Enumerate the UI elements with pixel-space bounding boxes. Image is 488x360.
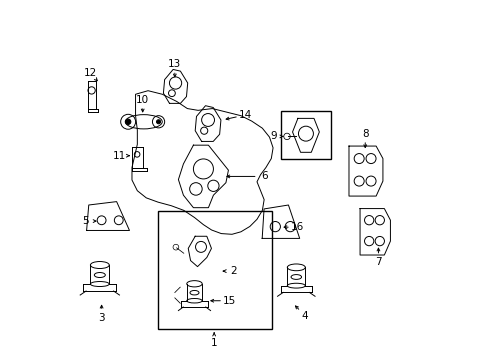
Text: 13: 13 [168,59,181,69]
Text: 16: 16 [290,222,304,232]
Text: 3: 3 [98,312,105,323]
Text: 7: 7 [374,257,381,267]
Text: 6: 6 [260,171,267,181]
Bar [281,111,330,159]
Text: 4: 4 [301,311,308,321]
Text: 10: 10 [136,95,149,105]
Text: 1: 1 [210,338,217,347]
Text: 8: 8 [361,129,368,139]
Circle shape [156,120,160,124]
Text: 15: 15 [223,296,236,306]
Text: 9: 9 [270,131,277,141]
Text: 12: 12 [83,68,97,78]
Text: 2: 2 [229,266,236,276]
Text: 11: 11 [113,151,126,161]
Text: 14: 14 [238,110,251,120]
Text: 5: 5 [82,216,89,226]
Circle shape [125,119,131,125]
Bar [158,211,272,329]
